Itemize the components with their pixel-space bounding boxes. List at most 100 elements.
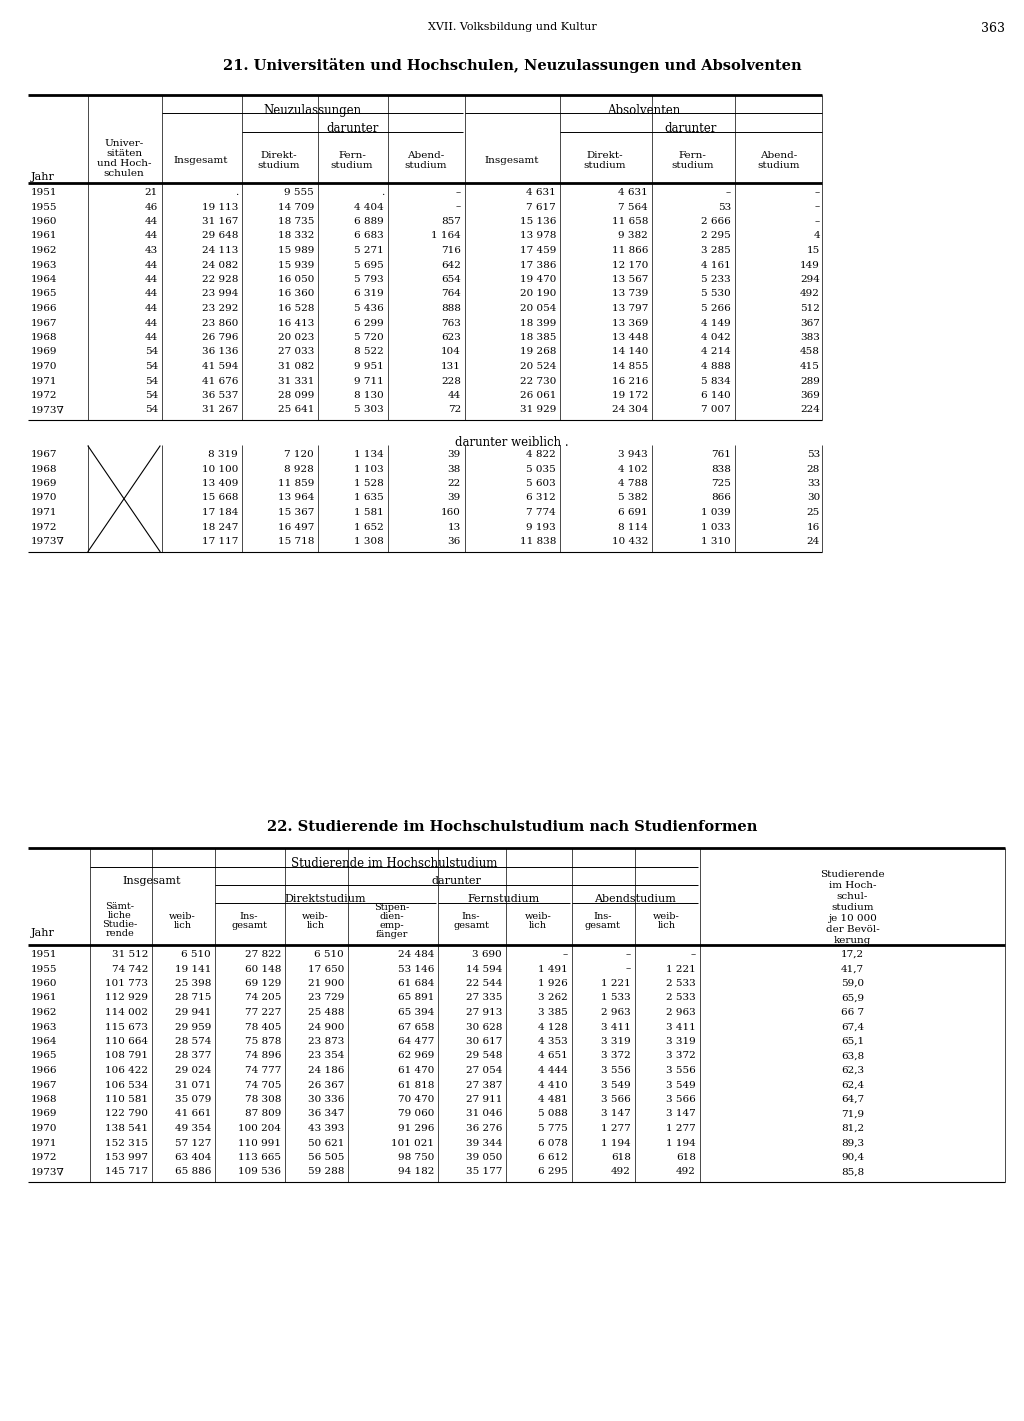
Text: 28 715: 28 715 — [175, 993, 211, 1002]
Text: 369: 369 — [800, 391, 820, 399]
Text: 85,8: 85,8 — [841, 1168, 864, 1177]
Text: 13 409: 13 409 — [202, 479, 238, 487]
Text: 28 574: 28 574 — [175, 1037, 211, 1046]
Text: Ins-: Ins- — [462, 912, 480, 921]
Text: 64,7: 64,7 — [841, 1096, 864, 1104]
Text: weib-: weib- — [302, 912, 329, 921]
Text: 5 266: 5 266 — [701, 304, 731, 313]
Text: der Bevöl-: der Bevöl- — [825, 925, 880, 934]
Text: 1965: 1965 — [31, 1052, 57, 1060]
Text: 492: 492 — [800, 290, 820, 298]
Text: 29 941: 29 941 — [175, 1007, 211, 1017]
Text: 22: 22 — [447, 479, 461, 487]
Text: Insgesamt: Insgesamt — [174, 156, 228, 165]
Text: 53: 53 — [718, 203, 731, 212]
Text: 20 524: 20 524 — [519, 362, 556, 371]
Text: 110 991: 110 991 — [238, 1138, 281, 1148]
Text: 66 7: 66 7 — [841, 1007, 864, 1017]
Text: 761: 761 — [711, 450, 731, 459]
Text: Insgesamt: Insgesamt — [122, 875, 181, 887]
Text: 101 021: 101 021 — [391, 1138, 434, 1148]
Text: 64 477: 64 477 — [397, 1037, 434, 1046]
Text: 3 285: 3 285 — [701, 246, 731, 254]
Text: 4 822: 4 822 — [526, 450, 556, 459]
Text: 108 791: 108 791 — [105, 1052, 148, 1060]
Text: Direkt-: Direkt- — [261, 151, 297, 161]
Text: 2 533: 2 533 — [667, 979, 696, 988]
Text: 29 024: 29 024 — [175, 1066, 211, 1076]
Text: 27 911: 27 911 — [466, 1096, 502, 1104]
Text: 3 372: 3 372 — [601, 1052, 631, 1060]
Text: 3 549: 3 549 — [601, 1080, 631, 1090]
Text: 4 410: 4 410 — [539, 1080, 568, 1090]
Text: 3 385: 3 385 — [539, 1007, 568, 1017]
Text: Jahr: Jahr — [31, 172, 55, 182]
Text: 7 007: 7 007 — [701, 405, 731, 415]
Text: 152 315: 152 315 — [105, 1138, 148, 1148]
Text: 10 432: 10 432 — [611, 537, 648, 546]
Text: 1962: 1962 — [31, 246, 57, 254]
Text: 87 809: 87 809 — [245, 1110, 281, 1118]
Text: lich: lich — [306, 921, 325, 929]
Text: fänger: fänger — [376, 929, 409, 939]
Text: 44: 44 — [144, 260, 158, 270]
Text: 62 969: 62 969 — [397, 1052, 434, 1060]
Text: 138 541: 138 541 — [105, 1124, 148, 1133]
Text: 20 190: 20 190 — [519, 290, 556, 298]
Text: 26 367: 26 367 — [307, 1080, 344, 1090]
Text: 91 296: 91 296 — [397, 1124, 434, 1133]
Text: 113 665: 113 665 — [238, 1152, 281, 1162]
Text: 654: 654 — [441, 276, 461, 284]
Text: 3 319: 3 319 — [667, 1037, 696, 1046]
Text: 3 549: 3 549 — [667, 1080, 696, 1090]
Text: 78 405: 78 405 — [245, 1023, 281, 1032]
Text: 9 555: 9 555 — [285, 188, 314, 198]
Text: 25 398: 25 398 — [175, 979, 211, 988]
Text: 71,9: 71,9 — [841, 1110, 864, 1118]
Text: 24 304: 24 304 — [611, 405, 648, 415]
Text: 23 354: 23 354 — [307, 1052, 344, 1060]
Text: Univer-: Univer- — [104, 139, 143, 148]
Text: 46: 46 — [144, 203, 158, 212]
Text: schulen: schulen — [103, 169, 144, 178]
Text: 1961: 1961 — [31, 232, 57, 240]
Text: 18 247: 18 247 — [202, 523, 238, 531]
Text: 1967: 1967 — [31, 318, 57, 327]
Text: 13 369: 13 369 — [611, 318, 648, 327]
Text: 1968: 1968 — [31, 465, 57, 473]
Text: 8 319: 8 319 — [208, 450, 238, 459]
Text: 888: 888 — [441, 304, 461, 313]
Text: 6 078: 6 078 — [539, 1138, 568, 1148]
Text: im Hoch-: im Hoch- — [828, 881, 877, 890]
Text: 4 888: 4 888 — [701, 362, 731, 371]
Text: 57 127: 57 127 — [175, 1138, 211, 1148]
Text: 65 886: 65 886 — [175, 1168, 211, 1177]
Text: 1973∇: 1973∇ — [31, 1168, 65, 1177]
Text: 13: 13 — [447, 523, 461, 531]
Text: 1973∇: 1973∇ — [31, 537, 65, 546]
Text: 492: 492 — [611, 1168, 631, 1177]
Text: 15 668: 15 668 — [202, 493, 238, 503]
Text: 1971: 1971 — [31, 507, 57, 517]
Text: 1964: 1964 — [31, 1037, 57, 1046]
Text: 16 050: 16 050 — [278, 276, 314, 284]
Text: 23 860: 23 860 — [202, 318, 238, 327]
Text: 30: 30 — [807, 493, 820, 503]
Text: Fern-: Fern- — [679, 151, 707, 161]
Text: 28 099: 28 099 — [278, 391, 314, 399]
Text: 4 149: 4 149 — [701, 318, 731, 327]
Text: 1961: 1961 — [31, 993, 57, 1002]
Text: –: – — [691, 951, 696, 959]
Text: 36 347: 36 347 — [307, 1110, 344, 1118]
Text: 39 050: 39 050 — [466, 1152, 502, 1162]
Text: 4 444: 4 444 — [539, 1066, 568, 1076]
Text: 5 233: 5 233 — [701, 276, 731, 284]
Text: 17 650: 17 650 — [307, 965, 344, 973]
Text: 14 594: 14 594 — [466, 965, 502, 973]
Text: 38: 38 — [447, 465, 461, 473]
Text: darunter: darunter — [431, 875, 481, 887]
Text: 294: 294 — [800, 276, 820, 284]
Text: 114 002: 114 002 — [105, 1007, 148, 1017]
Text: 1 533: 1 533 — [601, 993, 631, 1002]
Text: –: – — [815, 217, 820, 226]
